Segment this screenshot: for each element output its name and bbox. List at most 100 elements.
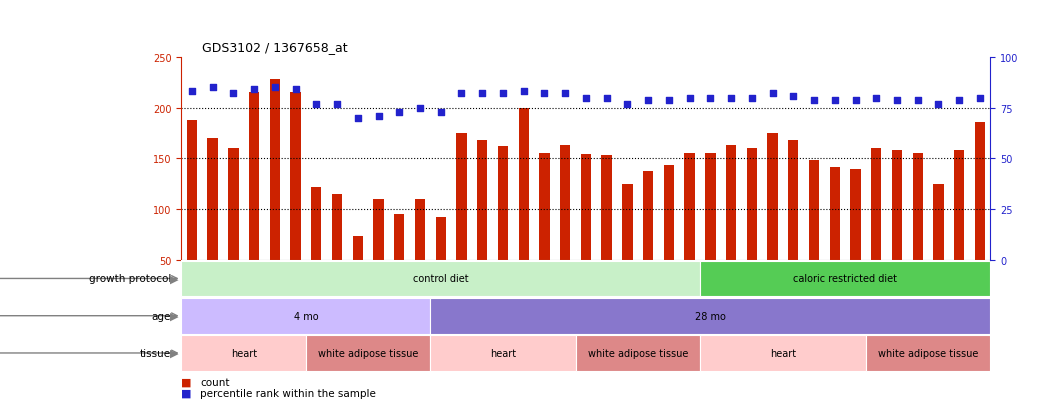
Text: tissue: tissue <box>140 348 171 358</box>
Bar <box>747 149 757 311</box>
Point <box>287 87 304 93</box>
Bar <box>622 184 633 311</box>
Text: percentile rank within the sample: percentile rank within the sample <box>200 388 376 398</box>
Point <box>598 95 615 102</box>
Text: caloric restricted diet: caloric restricted diet <box>793 274 897 284</box>
Point <box>308 101 325 108</box>
Bar <box>850 169 861 311</box>
Bar <box>181 298 430 334</box>
Point <box>702 95 719 102</box>
Point <box>619 101 636 108</box>
Bar <box>560 146 570 311</box>
Point <box>826 97 843 104</box>
Point <box>578 95 594 102</box>
Bar <box>576 335 700 371</box>
Point <box>951 97 968 104</box>
Point <box>868 95 885 102</box>
Point <box>972 95 988 102</box>
Bar <box>249 93 259 311</box>
Point <box>744 95 760 102</box>
Point <box>267 85 283 91</box>
Bar <box>187 121 197 311</box>
Bar <box>726 146 736 311</box>
Text: heart: heart <box>489 348 516 358</box>
Text: age: age <box>151 311 171 321</box>
Bar <box>871 149 881 311</box>
Text: ■: ■ <box>181 388 192 398</box>
Text: count: count <box>200 377 229 387</box>
Bar <box>415 199 425 311</box>
Bar <box>809 161 819 311</box>
Point <box>184 89 200 95</box>
Text: 4 mo: 4 mo <box>293 311 318 321</box>
Point <box>806 97 822 104</box>
Point <box>661 97 677 104</box>
Point <box>495 91 511 97</box>
Bar <box>332 195 342 311</box>
Text: ▶: ▶ <box>170 311 178 321</box>
Point <box>204 85 221 91</box>
Point <box>474 91 491 97</box>
Bar <box>498 147 508 311</box>
Bar <box>954 151 964 311</box>
Bar <box>830 167 840 311</box>
Bar <box>311 188 321 311</box>
Bar <box>181 335 306 371</box>
Point <box>640 97 656 104</box>
Point <box>785 93 802 100</box>
Bar <box>181 261 700 297</box>
Bar <box>913 154 923 311</box>
Bar <box>353 237 363 311</box>
Text: heart: heart <box>230 348 257 358</box>
Point <box>515 89 532 95</box>
Bar <box>306 335 430 371</box>
Text: growth protocol: growth protocol <box>89 274 171 284</box>
Text: white adipose tissue: white adipose tissue <box>588 348 688 358</box>
Point <box>723 95 739 102</box>
Text: 28 mo: 28 mo <box>695 311 726 321</box>
Bar <box>892 151 902 311</box>
Bar <box>643 171 653 311</box>
Point <box>391 109 408 116</box>
Point <box>847 97 864 104</box>
Bar <box>270 80 280 311</box>
Point <box>349 115 366 122</box>
Bar <box>518 109 529 311</box>
Bar <box>601 156 612 311</box>
Point <box>225 91 242 97</box>
Point <box>889 97 905 104</box>
Bar <box>430 298 990 334</box>
Bar <box>664 166 674 311</box>
Bar <box>700 335 866 371</box>
Bar <box>228 149 239 311</box>
Bar <box>394 215 404 311</box>
Point <box>764 91 781 97</box>
Bar <box>933 184 944 311</box>
Bar <box>436 218 446 311</box>
Text: ▶: ▶ <box>170 274 178 284</box>
Text: white adipose tissue: white adipose tissue <box>878 348 978 358</box>
Point <box>246 87 262 93</box>
Point <box>412 105 428 112</box>
Point <box>557 91 573 97</box>
Point <box>681 95 698 102</box>
Bar <box>684 154 695 311</box>
Point <box>432 109 449 116</box>
Point <box>370 113 387 120</box>
Bar <box>207 139 218 311</box>
Bar <box>430 335 576 371</box>
Point <box>909 97 926 104</box>
Bar <box>767 134 778 311</box>
Text: control diet: control diet <box>413 274 469 284</box>
Bar <box>705 154 716 311</box>
Text: GDS3102 / 1367658_at: GDS3102 / 1367658_at <box>202 41 347 54</box>
Point <box>329 101 345 108</box>
Bar <box>290 93 301 311</box>
Bar <box>373 199 384 311</box>
Bar <box>975 123 985 311</box>
Point <box>930 101 947 108</box>
Text: ■: ■ <box>181 377 192 387</box>
Bar <box>539 154 550 311</box>
Bar <box>456 134 467 311</box>
Text: ▶: ▶ <box>170 348 178 358</box>
